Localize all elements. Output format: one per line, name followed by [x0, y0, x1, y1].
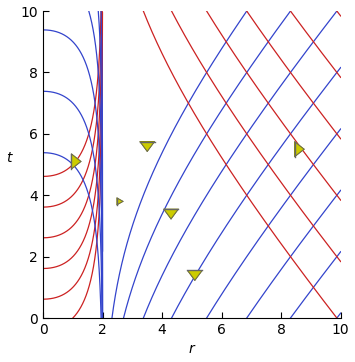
- Polygon shape: [117, 198, 123, 205]
- Polygon shape: [295, 142, 304, 157]
- Polygon shape: [71, 154, 81, 169]
- Y-axis label: $t$: $t$: [6, 151, 13, 165]
- Polygon shape: [164, 209, 178, 219]
- X-axis label: $r$: $r$: [188, 342, 196, 357]
- Polygon shape: [140, 142, 154, 151]
- Polygon shape: [187, 270, 202, 281]
